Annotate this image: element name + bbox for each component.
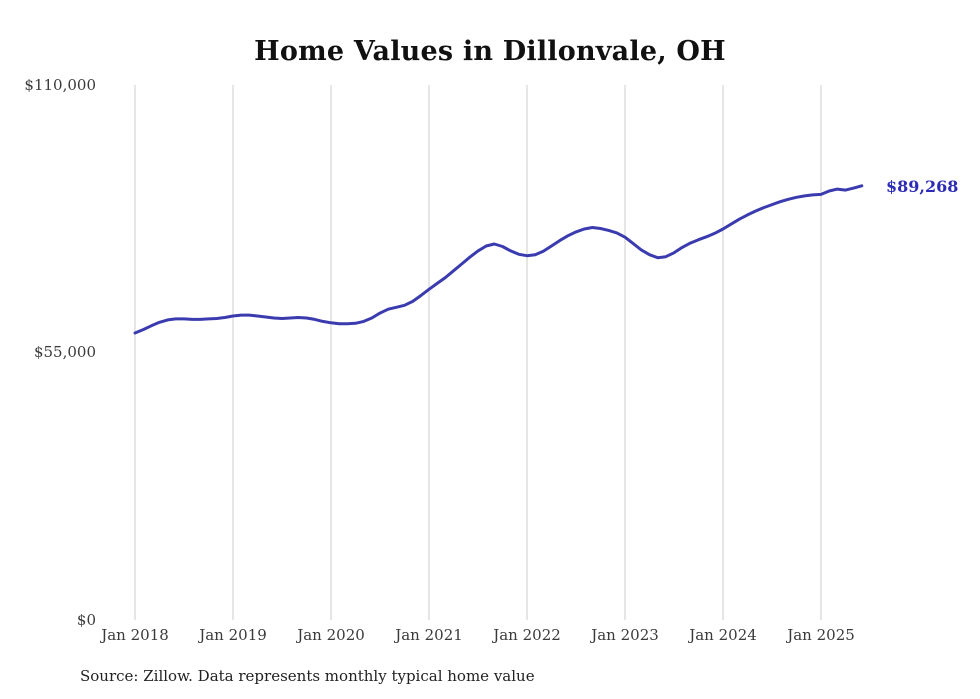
x-axis-tick-jan-2021: Jan 2021 xyxy=(395,626,463,644)
x-axis-tick-jan-2022: Jan 2022 xyxy=(493,626,561,644)
chart-title: Home Values in Dillonvale, OH xyxy=(254,36,726,67)
x-axis-tick-jan-2023: Jan 2023 xyxy=(591,626,659,644)
latest-value-label: $89,268 xyxy=(886,177,959,196)
x-axis-tick-jan-2025: Jan 2025 xyxy=(787,626,855,644)
y-axis-tick-110000: $110,000 xyxy=(24,76,96,94)
source-attribution: Source: Zillow. Data represents monthly … xyxy=(80,667,535,685)
x-axis-tick-jan-2024: Jan 2024 xyxy=(689,626,757,644)
x-axis-tick-jan-2019: Jan 2019 xyxy=(199,626,267,644)
x-axis-tick-jan-2020: Jan 2020 xyxy=(297,626,365,644)
home-value-line xyxy=(133,184,864,335)
y-axis-tick-0: $0 xyxy=(76,611,96,629)
y-axis-tick-55000: $55,000 xyxy=(33,343,96,361)
x-axis-tick-jan-2018: Jan 2018 xyxy=(101,626,169,644)
